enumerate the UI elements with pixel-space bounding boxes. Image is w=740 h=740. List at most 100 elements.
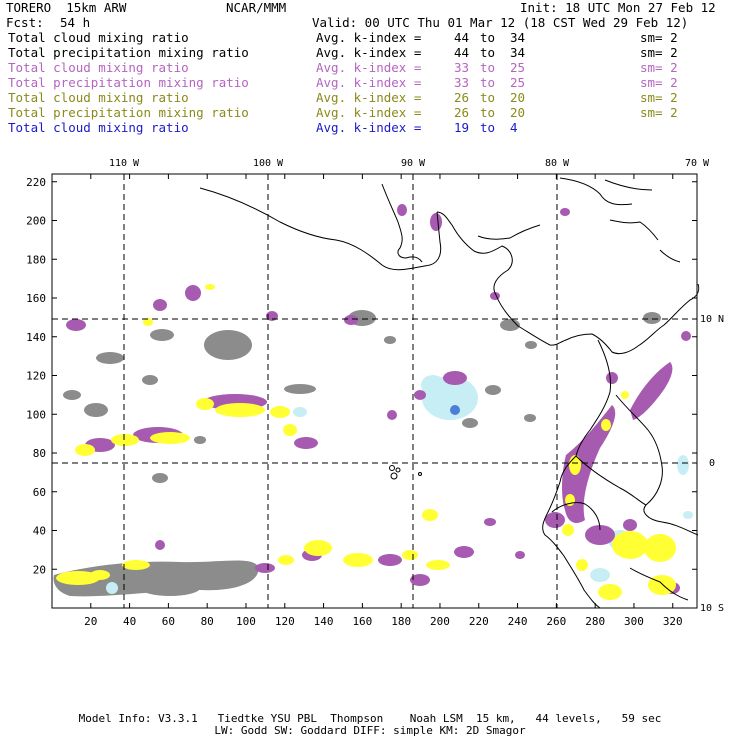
forecast-hour: 54 h <box>60 15 91 30</box>
x-tick-label: 120 <box>275 615 295 628</box>
legend-field-name: Total precipitation mixing ratio <box>8 45 249 60</box>
y-tick-label: 220 <box>26 176 46 189</box>
cloud-region <box>562 524 574 536</box>
legend-field-name: Total cloud mixing ratio <box>8 90 189 105</box>
cloud-region <box>56 571 100 585</box>
legend-smoothing: sm= 2 <box>640 60 678 75</box>
legend-to-word: to <box>480 45 496 60</box>
coastline <box>604 179 653 191</box>
legend-to-word: to <box>480 30 496 45</box>
x-tick-label: 240 <box>508 615 528 628</box>
legend-field-name: Total precipitation mixing ratio <box>8 105 249 120</box>
island <box>390 472 398 480</box>
legend-kindex-to: 25 <box>510 60 526 75</box>
legend-kindex-from: 33 <box>454 75 470 90</box>
legend-kindex-label: Avg. k-index = <box>316 120 422 135</box>
cloud-region <box>454 546 474 558</box>
cloud-region <box>194 436 206 444</box>
y-tick-label: 80 <box>33 447 46 460</box>
cloud-region <box>378 554 402 566</box>
legend-kindex-to: 4 <box>510 120 518 135</box>
cloud-region <box>140 580 200 596</box>
cloud-region <box>683 511 693 519</box>
cloud-region <box>66 319 86 331</box>
cloud-region <box>677 455 689 475</box>
init-time: Init: 18 UTC Mon 27 Feb 12 <box>520 0 716 15</box>
legend-field-name: Total cloud mixing ratio <box>8 60 189 75</box>
legend-kindex-label: Avg. k-index = <box>316 105 422 120</box>
longitude-label: 70 W <box>685 158 710 169</box>
cloud-region <box>196 398 214 410</box>
cloud-region <box>185 285 201 301</box>
legend-kindex-label: Avg. k-index = <box>316 90 422 105</box>
cloud-region <box>304 540 332 556</box>
cloud-region <box>143 318 153 326</box>
map-frame: 110 W 100 W 90 W 80 W 70 W 10 N 0 10 S 20 40 60 80 1… <box>26 158 724 628</box>
cloud-region <box>462 418 478 428</box>
x-tick-label: 60 <box>162 615 175 628</box>
cloud-region <box>153 299 167 311</box>
cloud-region <box>90 570 110 580</box>
cloud-region <box>623 519 637 531</box>
legend-field-name: Total cloud mixing ratio <box>8 120 189 135</box>
cloud-region <box>283 424 297 436</box>
coastlines <box>199 177 700 609</box>
legend-smoothing: sm= 2 <box>640 45 678 60</box>
longitude-label: 80 W <box>545 158 570 169</box>
legend-field-name: Total cloud mixing ratio <box>8 30 189 45</box>
cloud-region <box>106 582 118 594</box>
cloud-region <box>397 204 407 216</box>
cloud-region <box>63 390 81 400</box>
cloud-region <box>524 414 536 422</box>
coastline <box>629 567 689 601</box>
legend-kindex-label: Avg. k-index = <box>316 45 422 60</box>
cloud-region <box>560 208 570 216</box>
cloud-region <box>75 444 95 456</box>
cloud-region <box>53 560 259 597</box>
model-info-line1: Model Info: V3.3.1 Tiedtke YSU PBL Thomp… <box>78 712 662 725</box>
legend-kindex-from: 33 <box>454 60 470 75</box>
cloud-region <box>215 403 265 417</box>
y-tick-label: 20 <box>33 563 46 576</box>
x-tick-label: 280 <box>585 615 605 628</box>
x-tick-label: 220 <box>469 615 489 628</box>
legend-to-word: to <box>480 120 496 135</box>
cloud-region <box>387 410 397 420</box>
cloud-region <box>278 555 294 565</box>
cloud-region <box>142 375 158 385</box>
y-tick-label: 60 <box>33 486 46 499</box>
cloud-region <box>443 371 467 385</box>
center-name: NCAR/MMM <box>226 0 287 15</box>
cloud-region <box>612 531 648 559</box>
legend-field-name: Total precipitation mixing ratio <box>8 75 249 90</box>
coastline <box>559 177 633 206</box>
coastline <box>199 187 442 271</box>
coastline <box>436 211 700 355</box>
y-tick-label: 140 <box>26 331 46 344</box>
cloud-region <box>155 540 165 550</box>
cloud-region <box>422 509 438 521</box>
legend-kindex-from: 26 <box>454 90 470 105</box>
cloud-region <box>545 512 565 528</box>
legend-to-word: to <box>480 90 496 105</box>
cloud-region <box>525 341 537 349</box>
cloud-region <box>606 372 618 384</box>
coastline <box>659 249 681 263</box>
island <box>418 472 422 476</box>
cloud-region <box>484 518 496 526</box>
valid-time: Valid: 00 UTC Thu 01 Mar 12 (18 CST Wed … <box>312 15 689 30</box>
legend-kindex-from: 19 <box>454 120 470 135</box>
legend-kindex-to: 34 <box>510 30 526 45</box>
cloud-region <box>585 525 615 545</box>
cloud-region <box>485 385 501 395</box>
cloud-region <box>122 560 150 570</box>
cloud-region <box>294 437 318 449</box>
cloud-region <box>152 473 168 483</box>
cloud-region <box>205 284 215 290</box>
cloud-region <box>598 584 622 600</box>
y-tick-label: 200 <box>26 215 46 228</box>
cloud-region <box>255 563 275 573</box>
island <box>389 465 395 471</box>
cloud-region <box>644 534 676 562</box>
